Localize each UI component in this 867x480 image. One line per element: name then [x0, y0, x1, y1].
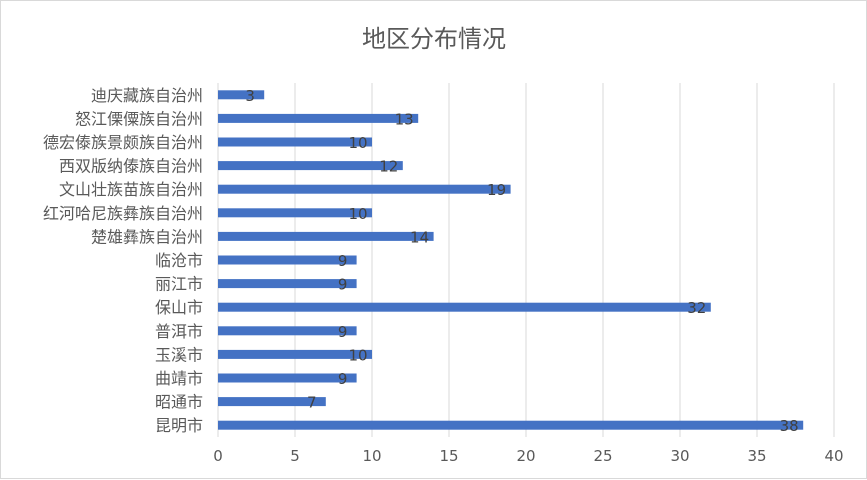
data-label: 3	[245, 87, 255, 105]
category-label: 保山市	[155, 298, 203, 317]
bar	[218, 420, 804, 430]
bars	[218, 90, 804, 430]
bar	[218, 113, 419, 123]
x-tick-labels: 0 5 10 15 20 25 30 35 40	[213, 447, 843, 465]
bar	[218, 349, 372, 359]
bar	[218, 231, 434, 241]
category-label: 迪庆藏族自治州	[91, 86, 203, 105]
data-label: 14	[410, 228, 429, 246]
data-label: 9	[338, 323, 348, 341]
category-label: 临沧市	[155, 251, 203, 270]
data-label: 10	[348, 134, 367, 152]
category-label: 德宏傣族景颇族自治州	[43, 133, 203, 152]
data-label: 9	[338, 276, 348, 294]
x-tick-label: 30	[670, 447, 689, 465]
category-label: 丽江市	[155, 275, 203, 294]
bar	[218, 373, 357, 383]
bar	[218, 397, 326, 407]
data-label: 10	[348, 346, 367, 364]
chart-title: 地区分布情况	[362, 25, 506, 53]
data-label: 38	[780, 417, 799, 435]
category-label: 红河哈尼族彝族自治州	[43, 204, 203, 223]
bar	[218, 302, 711, 312]
category-label: 文山壮族苗族自治州	[59, 180, 203, 199]
x-tick-label: 15	[439, 447, 458, 465]
category-label: 玉溪市	[155, 345, 203, 364]
data-label: 9	[338, 370, 348, 388]
data-label: 9	[338, 252, 348, 270]
category-label: 曲靖市	[155, 369, 203, 388]
bar	[218, 326, 357, 336]
x-tick-label: 0	[213, 447, 223, 465]
bar	[218, 255, 357, 265]
category-labels: 迪庆藏族自治州怒江傈僳族自治州德宏傣族景颇族自治州西双版纳傣族自治州文山壮族苗族…	[43, 86, 203, 435]
x-tick-label: 25	[593, 447, 612, 465]
category-label: 楚雄彝族自治州	[91, 227, 203, 246]
data-label: 10	[348, 205, 367, 223]
data-label: 13	[395, 110, 414, 128]
x-tick-label: 20	[516, 447, 535, 465]
x-tick-label: 40	[824, 447, 843, 465]
category-label: 昆明市	[155, 416, 203, 435]
x-tick-label: 10	[362, 447, 381, 465]
bar	[218, 208, 372, 218]
data-label: 7	[307, 394, 317, 412]
bar	[218, 137, 372, 147]
bar	[218, 161, 403, 171]
data-label: 12	[379, 158, 398, 176]
data-label: 32	[687, 299, 706, 317]
category-label: 怒江傈僳族自治州	[75, 109, 203, 128]
bar	[218, 184, 511, 194]
category-label: 西双版纳傣族自治州	[59, 157, 203, 176]
x-tick-label: 35	[747, 447, 766, 465]
x-tick-label: 5	[290, 447, 300, 465]
category-label: 普洱市	[155, 322, 203, 341]
data-label: 19	[487, 181, 506, 199]
category-label: 昭通市	[155, 393, 203, 412]
bar	[218, 279, 357, 289]
bar	[218, 90, 265, 100]
